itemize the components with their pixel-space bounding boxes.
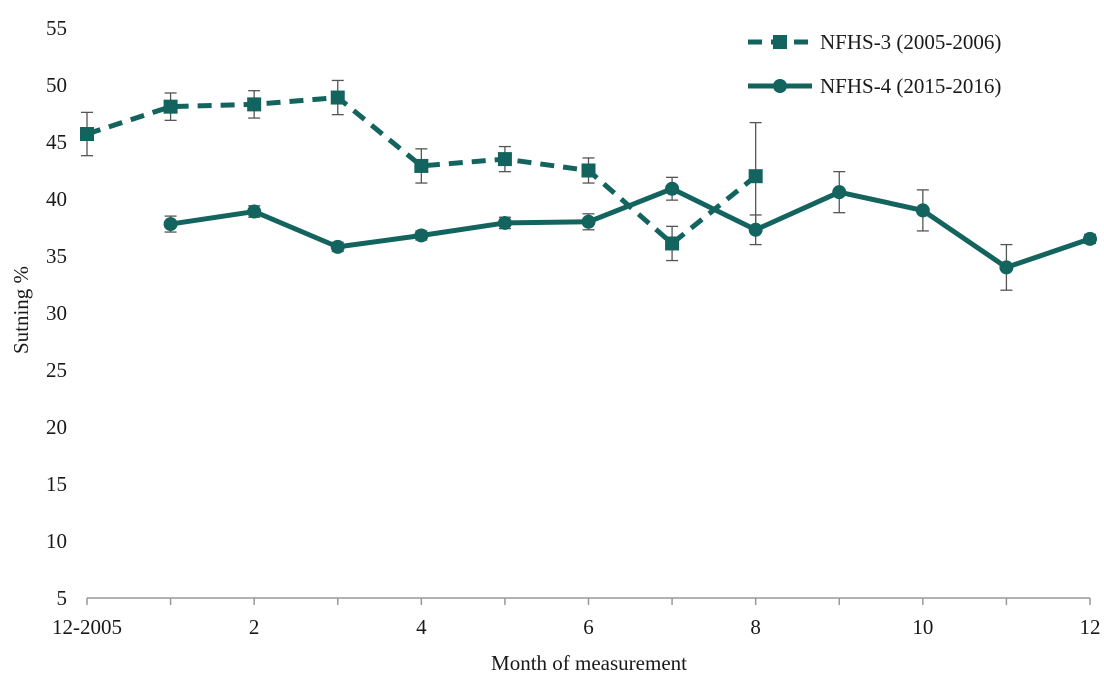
legend-marker-square	[773, 35, 787, 49]
legend-marker-circle	[773, 79, 787, 93]
data-point-square	[497, 152, 512, 167]
data-point-circle	[915, 203, 930, 218]
y-tick-label: 25	[46, 358, 67, 382]
data-point-circle	[1083, 231, 1097, 246]
y-axis-title: Sutning %	[9, 266, 33, 354]
data-point-circle	[497, 215, 512, 230]
y-tick-label: 30	[46, 301, 67, 325]
data-point-circle	[581, 214, 596, 229]
data-point-circle	[999, 260, 1014, 275]
data-point-circle	[832, 185, 847, 200]
x-tick-label: 2	[249, 615, 260, 639]
legend: NFHS-3 (2005-2006) NFHS-4 (2015-2016)	[748, 30, 1001, 98]
axes-layer: 5 10 15 20 25 30 35 40 45 50 55 12-2005 2 4 6 8 10 12	[46, 16, 1101, 639]
data-point-circle	[330, 239, 345, 254]
y-tick-label: 15	[46, 472, 67, 496]
data-point-square	[581, 163, 596, 178]
x-axis-title: Month of measurement	[491, 651, 687, 674]
error-bars-layer	[81, 79, 1096, 291]
data-point-circle	[665, 181, 680, 196]
series-layer	[80, 90, 1097, 275]
x-tick-label: 12-2005	[52, 615, 122, 639]
legend-label-1: NFHS-3 (2005-2006)	[820, 30, 1001, 54]
y-tick-label: 40	[46, 187, 67, 211]
series-line-2	[170, 186, 1091, 270]
series-line-1	[86, 95, 758, 246]
data-point-square	[665, 236, 680, 251]
data-point-circle	[414, 228, 429, 243]
data-point-square	[748, 169, 763, 184]
y-tick-label: 20	[46, 415, 67, 439]
data-point-square	[80, 127, 94, 142]
y-tick-label: 35	[46, 244, 67, 268]
x-tick-label: 12	[1080, 615, 1101, 639]
y-tick-label: 50	[46, 73, 67, 97]
data-point-square	[330, 90, 345, 105]
x-tick-label: 4	[416, 615, 427, 639]
y-tick-label: 45	[46, 130, 67, 154]
x-tick-label: 10	[912, 615, 933, 639]
data-point-circle	[748, 222, 763, 237]
data-point-circle	[163, 217, 178, 232]
data-point-square	[414, 158, 429, 173]
legend-label-2: NFHS-4 (2015-2016)	[820, 74, 1001, 98]
y-tick-label: 10	[46, 529, 67, 553]
data-point-square	[163, 99, 178, 114]
y-tick-label: 55	[46, 16, 67, 40]
y-tick-label: 5	[57, 586, 68, 610]
data-point-square	[247, 97, 262, 112]
data-point-circle	[247, 204, 262, 219]
x-tick-label: 6	[583, 615, 594, 639]
x-tick-label: 8	[750, 615, 761, 639]
